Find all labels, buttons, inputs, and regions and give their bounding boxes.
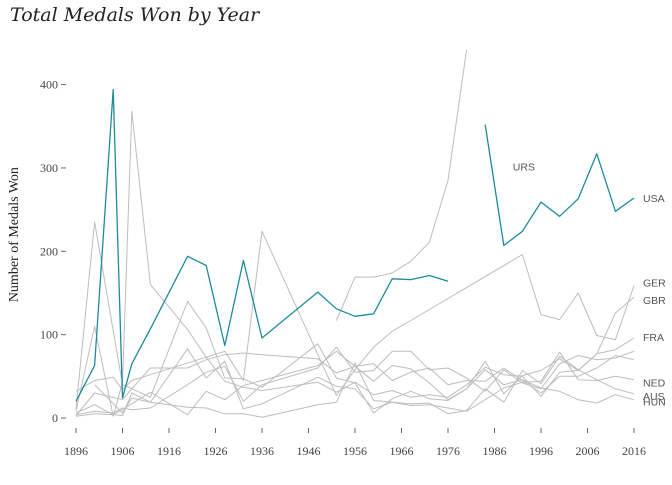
series-line-aus xyxy=(75,355,635,418)
y-axis-title: Number of Medals Won xyxy=(7,167,22,302)
series-line-gbr xyxy=(75,110,635,417)
series-line-unlabeled xyxy=(75,346,635,416)
series-label-usa: USA xyxy=(643,193,665,205)
x-tick-label: 1976 xyxy=(436,444,460,458)
y-tick-label: 100 xyxy=(40,328,58,342)
x-tick-label: 1916 xyxy=(157,444,181,458)
x-tick-label: 1996 xyxy=(529,444,553,458)
x-tick-label: 1946 xyxy=(297,444,321,458)
series-label-urs: URS xyxy=(513,161,535,173)
x-tick-label: 1986 xyxy=(483,444,507,458)
series-label-fra: FRA xyxy=(643,332,664,344)
x-tick-label: 1926 xyxy=(204,444,228,458)
series-line-unlabeled xyxy=(75,352,635,416)
chart-title: Total Medals Won by Year xyxy=(10,4,260,26)
series-label-ger: GER xyxy=(643,277,666,289)
y-tick-label: 300 xyxy=(40,161,58,175)
series-label-aus: AUS xyxy=(643,391,665,403)
x-tick-label: 1906 xyxy=(111,444,135,458)
series-line-usa xyxy=(75,88,635,402)
series-label-ned: NED xyxy=(643,378,666,390)
series-line-ned xyxy=(94,348,635,414)
series-line-hun xyxy=(75,350,635,416)
y-tick-label: 400 xyxy=(40,78,58,92)
x-tick-label: 1966 xyxy=(390,444,414,458)
series-label-hun: HUN xyxy=(643,397,666,409)
series-label-gbr: GBR xyxy=(643,295,666,307)
x-tick-label: 2006 xyxy=(576,444,600,458)
x-tick-label: 2016 xyxy=(622,444,646,458)
x-tick-label: 1936 xyxy=(250,444,274,458)
x-tick-label: 1956 xyxy=(343,444,367,458)
x-tick-label: 1896 xyxy=(64,444,88,458)
y-tick-label: 200 xyxy=(40,244,58,258)
y-tick-label: 0 xyxy=(52,411,58,425)
